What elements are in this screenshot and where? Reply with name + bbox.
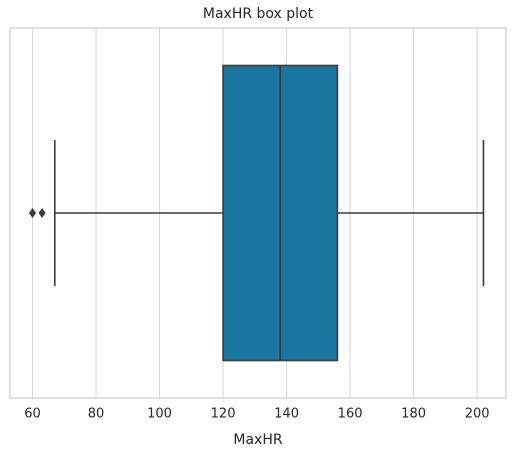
x-tick-label: 60 <box>24 407 41 422</box>
x-tick-label: 200 <box>465 407 490 422</box>
outlier <box>29 208 37 218</box>
plot-frame <box>9 27 507 399</box>
chart-title: MaxHR box plot <box>203 6 314 22</box>
x-tick-label: 100 <box>147 407 172 422</box>
x-tick-label: 120 <box>211 407 236 422</box>
x-tick-label: 160 <box>338 407 363 422</box>
x-tick-label: 180 <box>401 407 426 422</box>
x-axis-label: MaxHR <box>233 432 282 448</box>
x-tick-label: 80 <box>88 407 105 422</box>
x-tick-label: 140 <box>274 407 299 422</box>
outlier <box>38 208 46 218</box>
